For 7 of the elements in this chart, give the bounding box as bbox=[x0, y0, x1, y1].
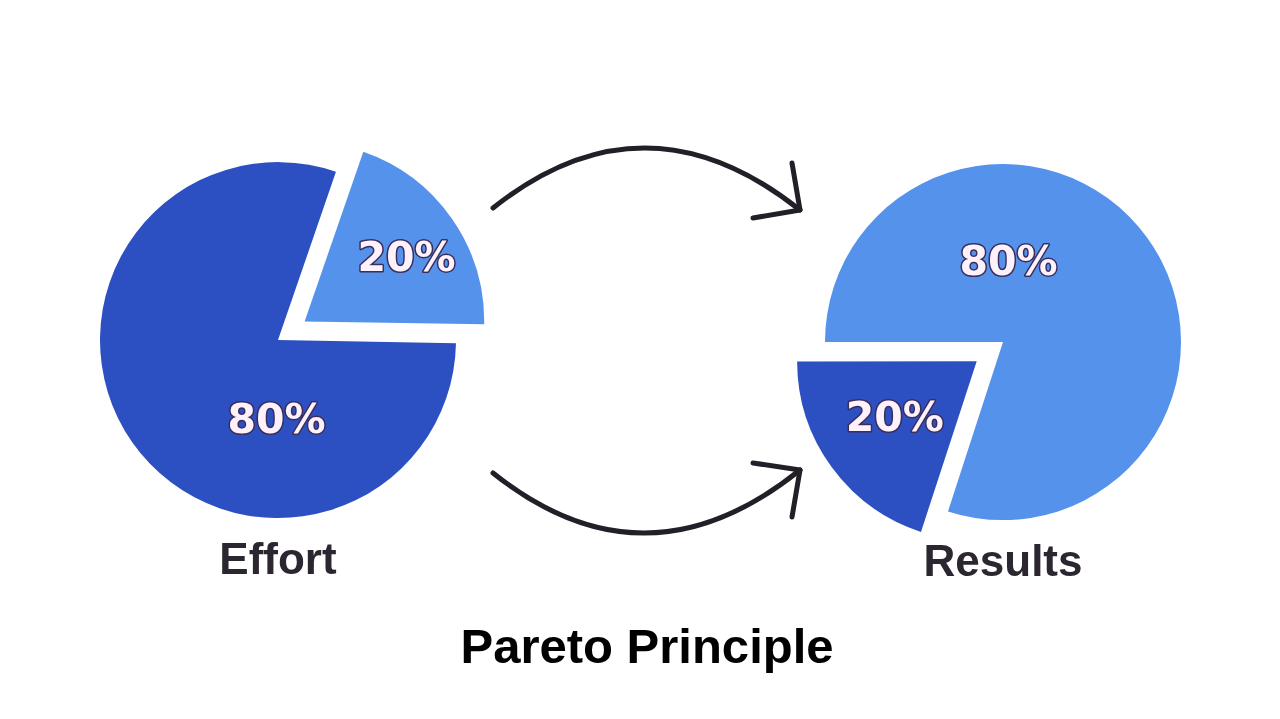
data-label: 20% bbox=[845, 393, 944, 442]
data-label: 20% bbox=[357, 232, 456, 281]
text: Pareto Principle bbox=[460, 619, 834, 673]
text: Effort bbox=[219, 533, 337, 583]
text: Results bbox=[923, 535, 1083, 585]
data-label: 80% bbox=[227, 394, 326, 443]
data-label: 80% bbox=[959, 236, 1058, 285]
